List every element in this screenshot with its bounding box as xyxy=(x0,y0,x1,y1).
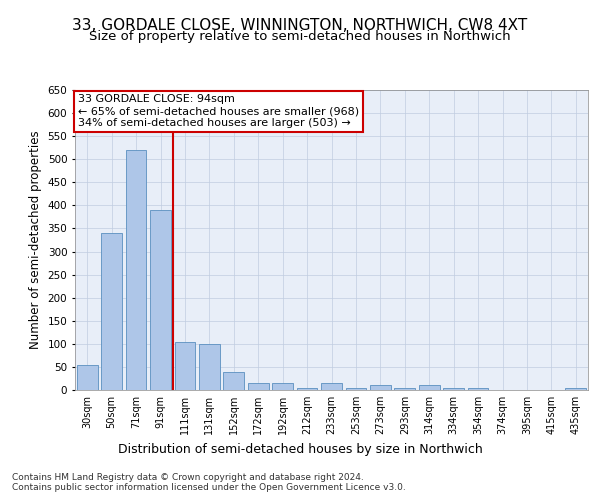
Text: 33 GORDALE CLOSE: 94sqm
← 65% of semi-detached houses are smaller (968)
34% of s: 33 GORDALE CLOSE: 94sqm ← 65% of semi-de… xyxy=(77,94,359,128)
Bar xyxy=(346,388,367,390)
Bar xyxy=(443,388,464,390)
Bar xyxy=(565,388,586,390)
Bar xyxy=(321,383,342,390)
Bar xyxy=(296,388,317,390)
Bar xyxy=(101,233,122,390)
Bar xyxy=(419,386,440,390)
Bar xyxy=(199,344,220,390)
Bar xyxy=(248,383,269,390)
Text: 33, GORDALE CLOSE, WINNINGTON, NORTHWICH, CW8 4XT: 33, GORDALE CLOSE, WINNINGTON, NORTHWICH… xyxy=(73,18,527,32)
Bar xyxy=(467,388,488,390)
Y-axis label: Number of semi-detached properties: Number of semi-detached properties xyxy=(29,130,42,350)
Bar xyxy=(150,210,171,390)
Bar xyxy=(125,150,146,390)
Bar xyxy=(272,383,293,390)
Bar xyxy=(394,388,415,390)
Bar xyxy=(370,386,391,390)
Text: Contains HM Land Registry data © Crown copyright and database right 2024.
Contai: Contains HM Land Registry data © Crown c… xyxy=(12,472,406,492)
Text: Distribution of semi-detached houses by size in Northwich: Distribution of semi-detached houses by … xyxy=(118,442,482,456)
Text: Size of property relative to semi-detached houses in Northwich: Size of property relative to semi-detach… xyxy=(89,30,511,43)
Bar xyxy=(175,342,196,390)
Bar xyxy=(77,364,98,390)
Bar xyxy=(223,372,244,390)
